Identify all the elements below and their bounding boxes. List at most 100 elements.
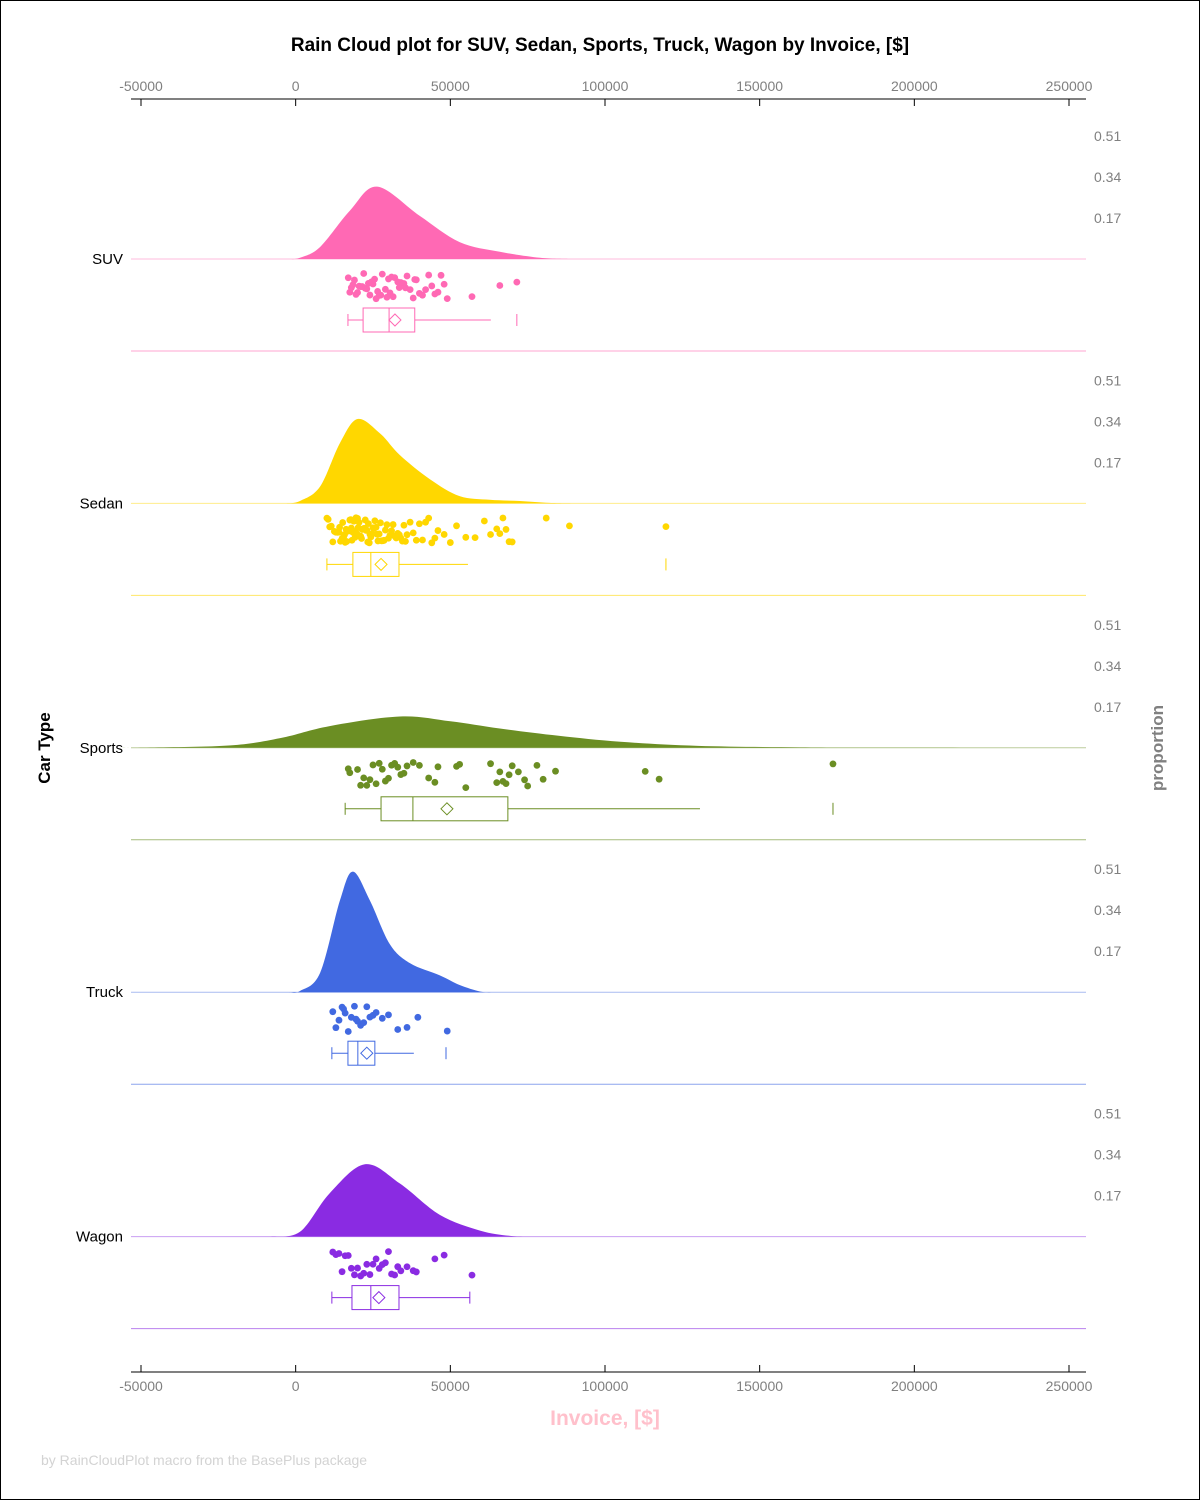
- data-point: [360, 270, 368, 277]
- mean-marker: [388, 313, 402, 327]
- data-point: [372, 1009, 380, 1016]
- data-point: [344, 1252, 352, 1259]
- data-point: [335, 1016, 343, 1024]
- data-point: [533, 761, 541, 769]
- data-point: [357, 781, 365, 789]
- data-point: [369, 1260, 377, 1268]
- data-point: [381, 1259, 389, 1267]
- data-point: [391, 1271, 399, 1279]
- data-point: [471, 534, 479, 542]
- data-point: [403, 272, 411, 280]
- data-point: [381, 285, 389, 293]
- data-point: [351, 276, 358, 284]
- data-point: [371, 517, 379, 525]
- data-point: [434, 763, 442, 771]
- data-point: [385, 1011, 392, 1019]
- data-point: [487, 760, 494, 768]
- data-point: [829, 760, 837, 768]
- density-tick-label: 0.34: [1094, 169, 1121, 185]
- density-tick-label: 0.51: [1094, 1106, 1121, 1122]
- data-point: [502, 526, 510, 533]
- footnote: by RainCloudPlot macro from the BasePlus…: [41, 1452, 367, 1468]
- density-tick-label: 0.51: [1094, 372, 1121, 388]
- data-point: [327, 522, 335, 530]
- data-point: [552, 767, 559, 775]
- data-point: [468, 293, 476, 300]
- data-point: [422, 286, 429, 294]
- x-tick-label: 100000: [582, 1378, 629, 1394]
- x-tick-label: 100000: [582, 78, 629, 94]
- data-point: [434, 288, 442, 296]
- x-tick-label: 50000: [431, 78, 470, 94]
- data-point: [425, 514, 433, 522]
- data-point: [493, 779, 501, 787]
- data-point: [416, 520, 423, 528]
- data-point: [368, 530, 376, 538]
- density-tick-label: 0.17: [1094, 210, 1121, 226]
- data-point: [378, 1014, 386, 1022]
- data-point: [524, 782, 532, 790]
- data-point: [358, 535, 365, 542]
- data-point: [355, 519, 363, 526]
- category-label: Wagon: [76, 1229, 123, 1246]
- data-point: [443, 295, 451, 303]
- data-point: [381, 526, 389, 534]
- data-point: [440, 1251, 448, 1259]
- data-point: [403, 531, 411, 539]
- data-point: [377, 519, 384, 527]
- mean-marker: [374, 557, 388, 572]
- y-axis-label: Car Type: [35, 712, 54, 784]
- y2-axis-label: proportion: [1148, 705, 1167, 791]
- data-point: [505, 771, 513, 779]
- data-point: [369, 761, 377, 769]
- data-point: [347, 1264, 355, 1272]
- density-tick-label: 0.17: [1094, 943, 1121, 959]
- density-tick-label: 0.17: [1094, 699, 1121, 715]
- x-tick-label: 200000: [891, 78, 938, 94]
- data-point: [372, 780, 380, 788]
- density-tick-label: 0.34: [1094, 1147, 1121, 1163]
- data-point: [521, 776, 528, 784]
- data-point: [655, 775, 663, 783]
- data-point: [431, 534, 439, 542]
- data-point: [496, 282, 504, 289]
- data-point: [641, 767, 649, 775]
- x-tick-label: -50000: [119, 1378, 163, 1394]
- x-tick-label: 150000: [736, 78, 783, 94]
- data-point: [440, 280, 448, 288]
- data-point: [394, 763, 402, 771]
- data-point: [372, 523, 380, 531]
- panel-wagon: Wagon 0.17 0.34 0.51: [76, 1106, 1121, 1330]
- data-point: [351, 1271, 358, 1279]
- data-point: [440, 531, 448, 538]
- mean-marker: [372, 1290, 386, 1305]
- data-point: [364, 520, 372, 528]
- data-point: [513, 278, 521, 286]
- panel-sedan: Sedan 0.17 0.34 0.51: [80, 372, 1121, 596]
- data-point: [419, 291, 426, 299]
- data-point: [363, 1003, 371, 1011]
- data-point: [425, 271, 433, 279]
- data-point: [468, 1271, 476, 1279]
- data-point: [366, 291, 374, 299]
- density-tick-label: 0.34: [1094, 902, 1121, 918]
- data-point: [372, 1255, 380, 1263]
- data-point: [412, 1268, 420, 1276]
- data-point: [412, 276, 420, 284]
- data-point: [363, 1260, 371, 1268]
- data-point: [403, 762, 411, 770]
- data-point: [389, 293, 397, 301]
- mean-marker: [440, 802, 454, 816]
- data-point: [542, 514, 550, 522]
- data-point: [419, 536, 426, 544]
- mean-marker: [360, 1046, 374, 1060]
- data-point: [434, 527, 442, 534]
- data-point: [400, 521, 408, 529]
- data-point: [456, 760, 464, 768]
- data-point: [508, 762, 516, 770]
- data-point: [339, 519, 347, 526]
- data-point: [416, 761, 423, 769]
- data-point: [341, 1009, 349, 1017]
- data-point: [346, 769, 354, 777]
